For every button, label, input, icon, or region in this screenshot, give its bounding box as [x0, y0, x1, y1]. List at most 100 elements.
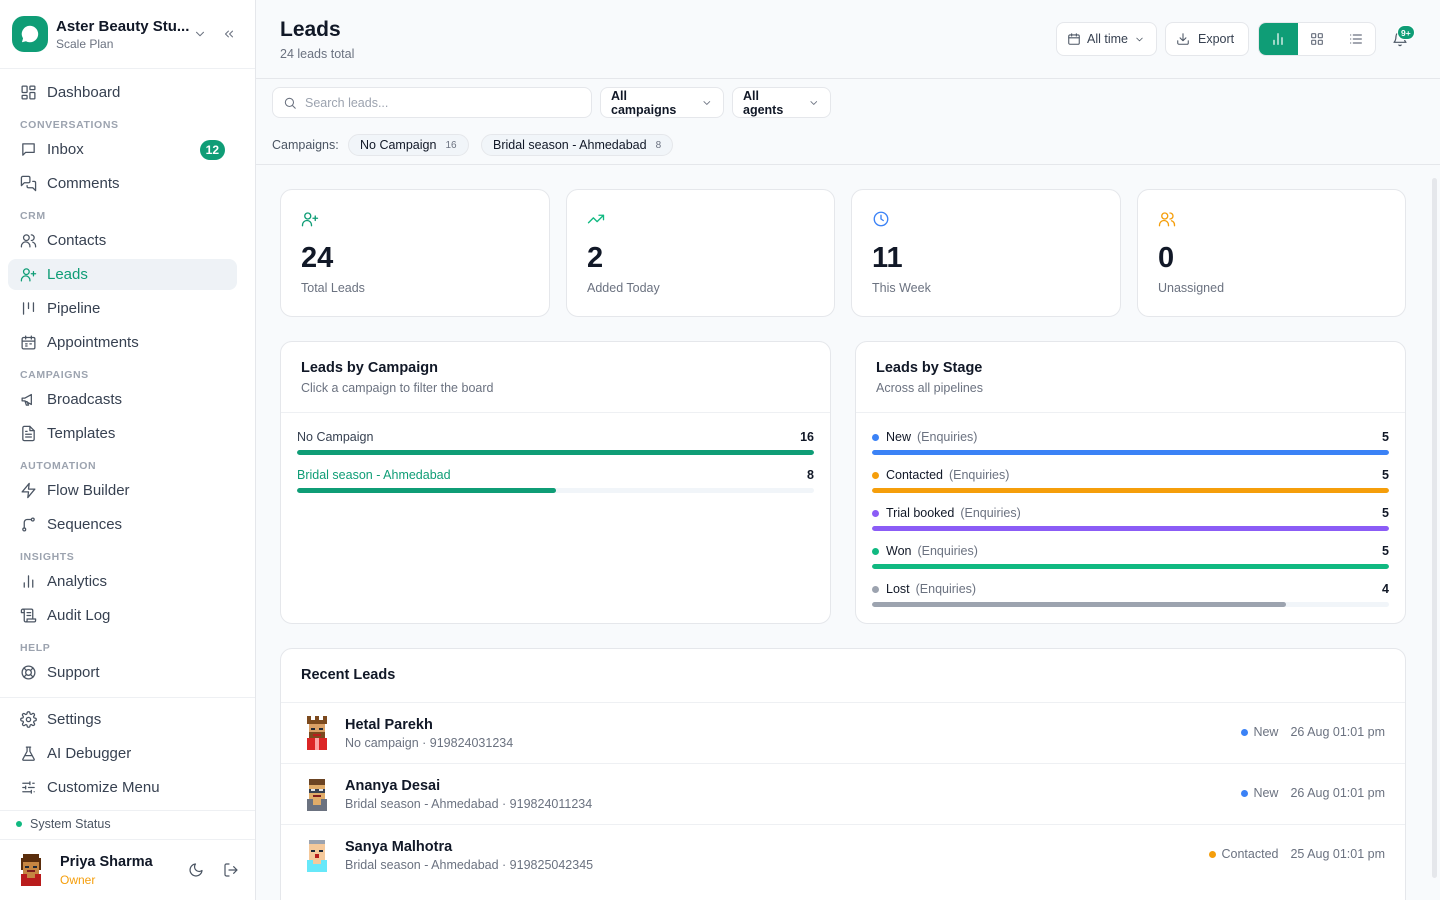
dashboard-icon: [21, 85, 36, 100]
sidebar-item-support[interactable]: Support: [8, 657, 237, 688]
collapse-sidebar-icon[interactable]: [222, 27, 236, 41]
bar-fill: [872, 564, 1389, 569]
sidebar-item-label: Broadcasts: [47, 391, 123, 408]
chevron-down-icon[interactable]: [193, 27, 207, 41]
content-scrollbar[interactable]: [1428, 166, 1440, 900]
sidebar-item-label: Inbox: [47, 141, 84, 158]
stage-color-dot: [872, 471, 879, 479]
sidebar-item-settings[interactable]: Settings: [8, 704, 237, 735]
sidebar-item-label: Contacts: [47, 232, 107, 249]
stage-bar-row[interactable]: New (Enquiries) 5: [872, 430, 1389, 456]
bar-fill: [872, 602, 1286, 607]
table-row[interactable]: Hetal Parekh No campaign · 919824031234 …: [281, 702, 1405, 763]
calendar-icon: [1068, 33, 1080, 45]
sidebar-item-label: Audit Log: [47, 607, 111, 624]
stage-name: Contacted: [886, 468, 943, 482]
sidebar-item-customize-menu[interactable]: Customize Menu: [8, 772, 237, 803]
page-header: Leads 24 leads total All time Export 9+: [256, 0, 1440, 79]
time-filter-button[interactable]: All time: [1056, 22, 1157, 56]
scroll-icon: [20, 608, 37, 623]
workspace-switcher[interactable]: Aster Beauty Stu... Scale Plan: [0, 0, 255, 69]
sidebar-item-broadcasts[interactable]: Broadcasts: [8, 384, 237, 415]
sidebar-item-analytics[interactable]: Analytics: [8, 566, 237, 597]
moon-icon[interactable]: [188, 862, 204, 878]
sidebar-item-sequences[interactable]: Sequences: [8, 509, 237, 540]
sidebar-item-comments[interactable]: Comments: [8, 168, 237, 199]
sidebar-item-templates[interactable]: Templates: [8, 418, 237, 449]
chip-count: 8: [655, 139, 662, 151]
scrollbar-thumb[interactable]: [1432, 178, 1437, 878]
lead-date: 25 Aug 01:01 pm: [1290, 847, 1385, 861]
pipeline-name: (Enquiries): [948, 468, 1010, 482]
divider: [0, 697, 255, 698]
list-view-button[interactable]: [1336, 23, 1375, 55]
export-button[interactable]: Export: [1165, 22, 1249, 56]
campaign-bar-row[interactable]: Bridal season - Ahmedabad 8: [297, 468, 814, 494]
search-icon: [284, 97, 296, 109]
panel-title: Leads by Campaign: [301, 360, 438, 376]
user-plus-icon: [20, 268, 37, 282]
campaign-filter-dropdown[interactable]: All campaigns: [600, 87, 724, 118]
agent-filter-dropdown[interactable]: All agents: [732, 87, 831, 118]
chart-view-button[interactable]: [1259, 23, 1298, 55]
panel-subtitle: Click a campaign to filter the board: [301, 381, 494, 395]
stage-name: Trial booked: [886, 506, 955, 520]
avatar[interactable]: [17, 854, 45, 886]
sidebar-item-flow-builder[interactable]: Flow Builder: [8, 475, 237, 506]
nav-section-help: HELP: [20, 642, 51, 654]
sidebar-item-label: Sequences: [47, 516, 123, 533]
bar-label: No Campaign: [297, 430, 374, 444]
sidebar-item-dashboard[interactable]: Dashboard: [8, 77, 237, 108]
table-row[interactable]: Sanya Malhotra Bridal season - Ahmedabad…: [281, 824, 1405, 885]
pipeline-name: (Enquiries): [917, 544, 978, 558]
stat-label: Total Leads: [301, 281, 365, 295]
campaign-bar-row[interactable]: No Campaign 16: [297, 430, 814, 456]
campaign-filter-label: All campaigns: [611, 88, 677, 117]
campaign-chip[interactable]: No Campaign 16: [348, 134, 469, 156]
system-status-link[interactable]: System Status: [16, 817, 111, 831]
lead-meta: No campaign · 919824031234: [345, 736, 514, 750]
status-dot: [16, 821, 22, 827]
sidebar-item-label: Leads: [47, 266, 88, 283]
sidebar-item-leads[interactable]: Leads: [8, 259, 237, 290]
contacts-icon: [20, 234, 37, 248]
table-row[interactable]: Ananya Desai Bridal season - Ahmedabad ·…: [281, 763, 1405, 824]
user-plus-icon: [301, 210, 319, 228]
sidebar-item-label: Comments: [47, 175, 120, 192]
sidebar-item-audit-log[interactable]: Audit Log: [8, 600, 237, 631]
bar-track: [297, 450, 814, 455]
bar-value: 16: [800, 430, 814, 444]
stage-bar-row[interactable]: Contacted (Enquiries) 5: [872, 468, 1389, 494]
campaign-chip[interactable]: Bridal season - Ahmedabad 8: [481, 134, 674, 156]
stage-bar-row[interactable]: Lost (Enquiries) 4: [872, 582, 1389, 608]
divider: [0, 810, 255, 811]
status-dot: [1241, 789, 1249, 797]
logout-icon[interactable]: [223, 862, 239, 878]
recent-leads-panel: Recent Leads Hetal Parekh No campaign · …: [280, 648, 1406, 900]
pipeline-icon: [22, 302, 35, 315]
page-title: Leads: [280, 18, 341, 41]
stage-bar-row[interactable]: Trial booked (Enquiries) 5: [872, 506, 1389, 532]
status-dot: [1241, 728, 1249, 736]
lead-date: 26 Aug 01:01 pm: [1290, 725, 1385, 739]
sidebar-item-ai-debugger[interactable]: AI Debugger: [8, 738, 237, 769]
panel-title: Recent Leads: [301, 667, 396, 683]
bar-fill: [872, 488, 1389, 493]
bar-fill: [297, 450, 814, 455]
grid-view-button[interactable]: [1298, 23, 1337, 55]
chevron-down-icon: [703, 100, 711, 105]
inbox-icon: [22, 143, 35, 156]
flask-icon: [22, 746, 35, 761]
bar-label: Contacted (Enquiries): [872, 468, 1009, 482]
search-input[interactable]: [305, 95, 565, 110]
pipeline-name: (Enquiries): [960, 506, 1021, 520]
status-badge: New: [1253, 786, 1279, 800]
sidebar-item-inbox[interactable]: Inbox 12: [8, 134, 237, 165]
stat-value: 2: [587, 242, 604, 274]
stat-value: 0: [1158, 242, 1175, 274]
sidebar-item-label: Dashboard: [47, 84, 121, 101]
stage-bar-row[interactable]: Won (Enquiries) 5: [872, 544, 1389, 570]
sidebar-item-appointments[interactable]: Appointments: [8, 327, 237, 358]
sidebar-item-pipeline[interactable]: Pipeline: [8, 293, 237, 324]
sidebar-item-contacts[interactable]: Contacts: [8, 225, 237, 256]
